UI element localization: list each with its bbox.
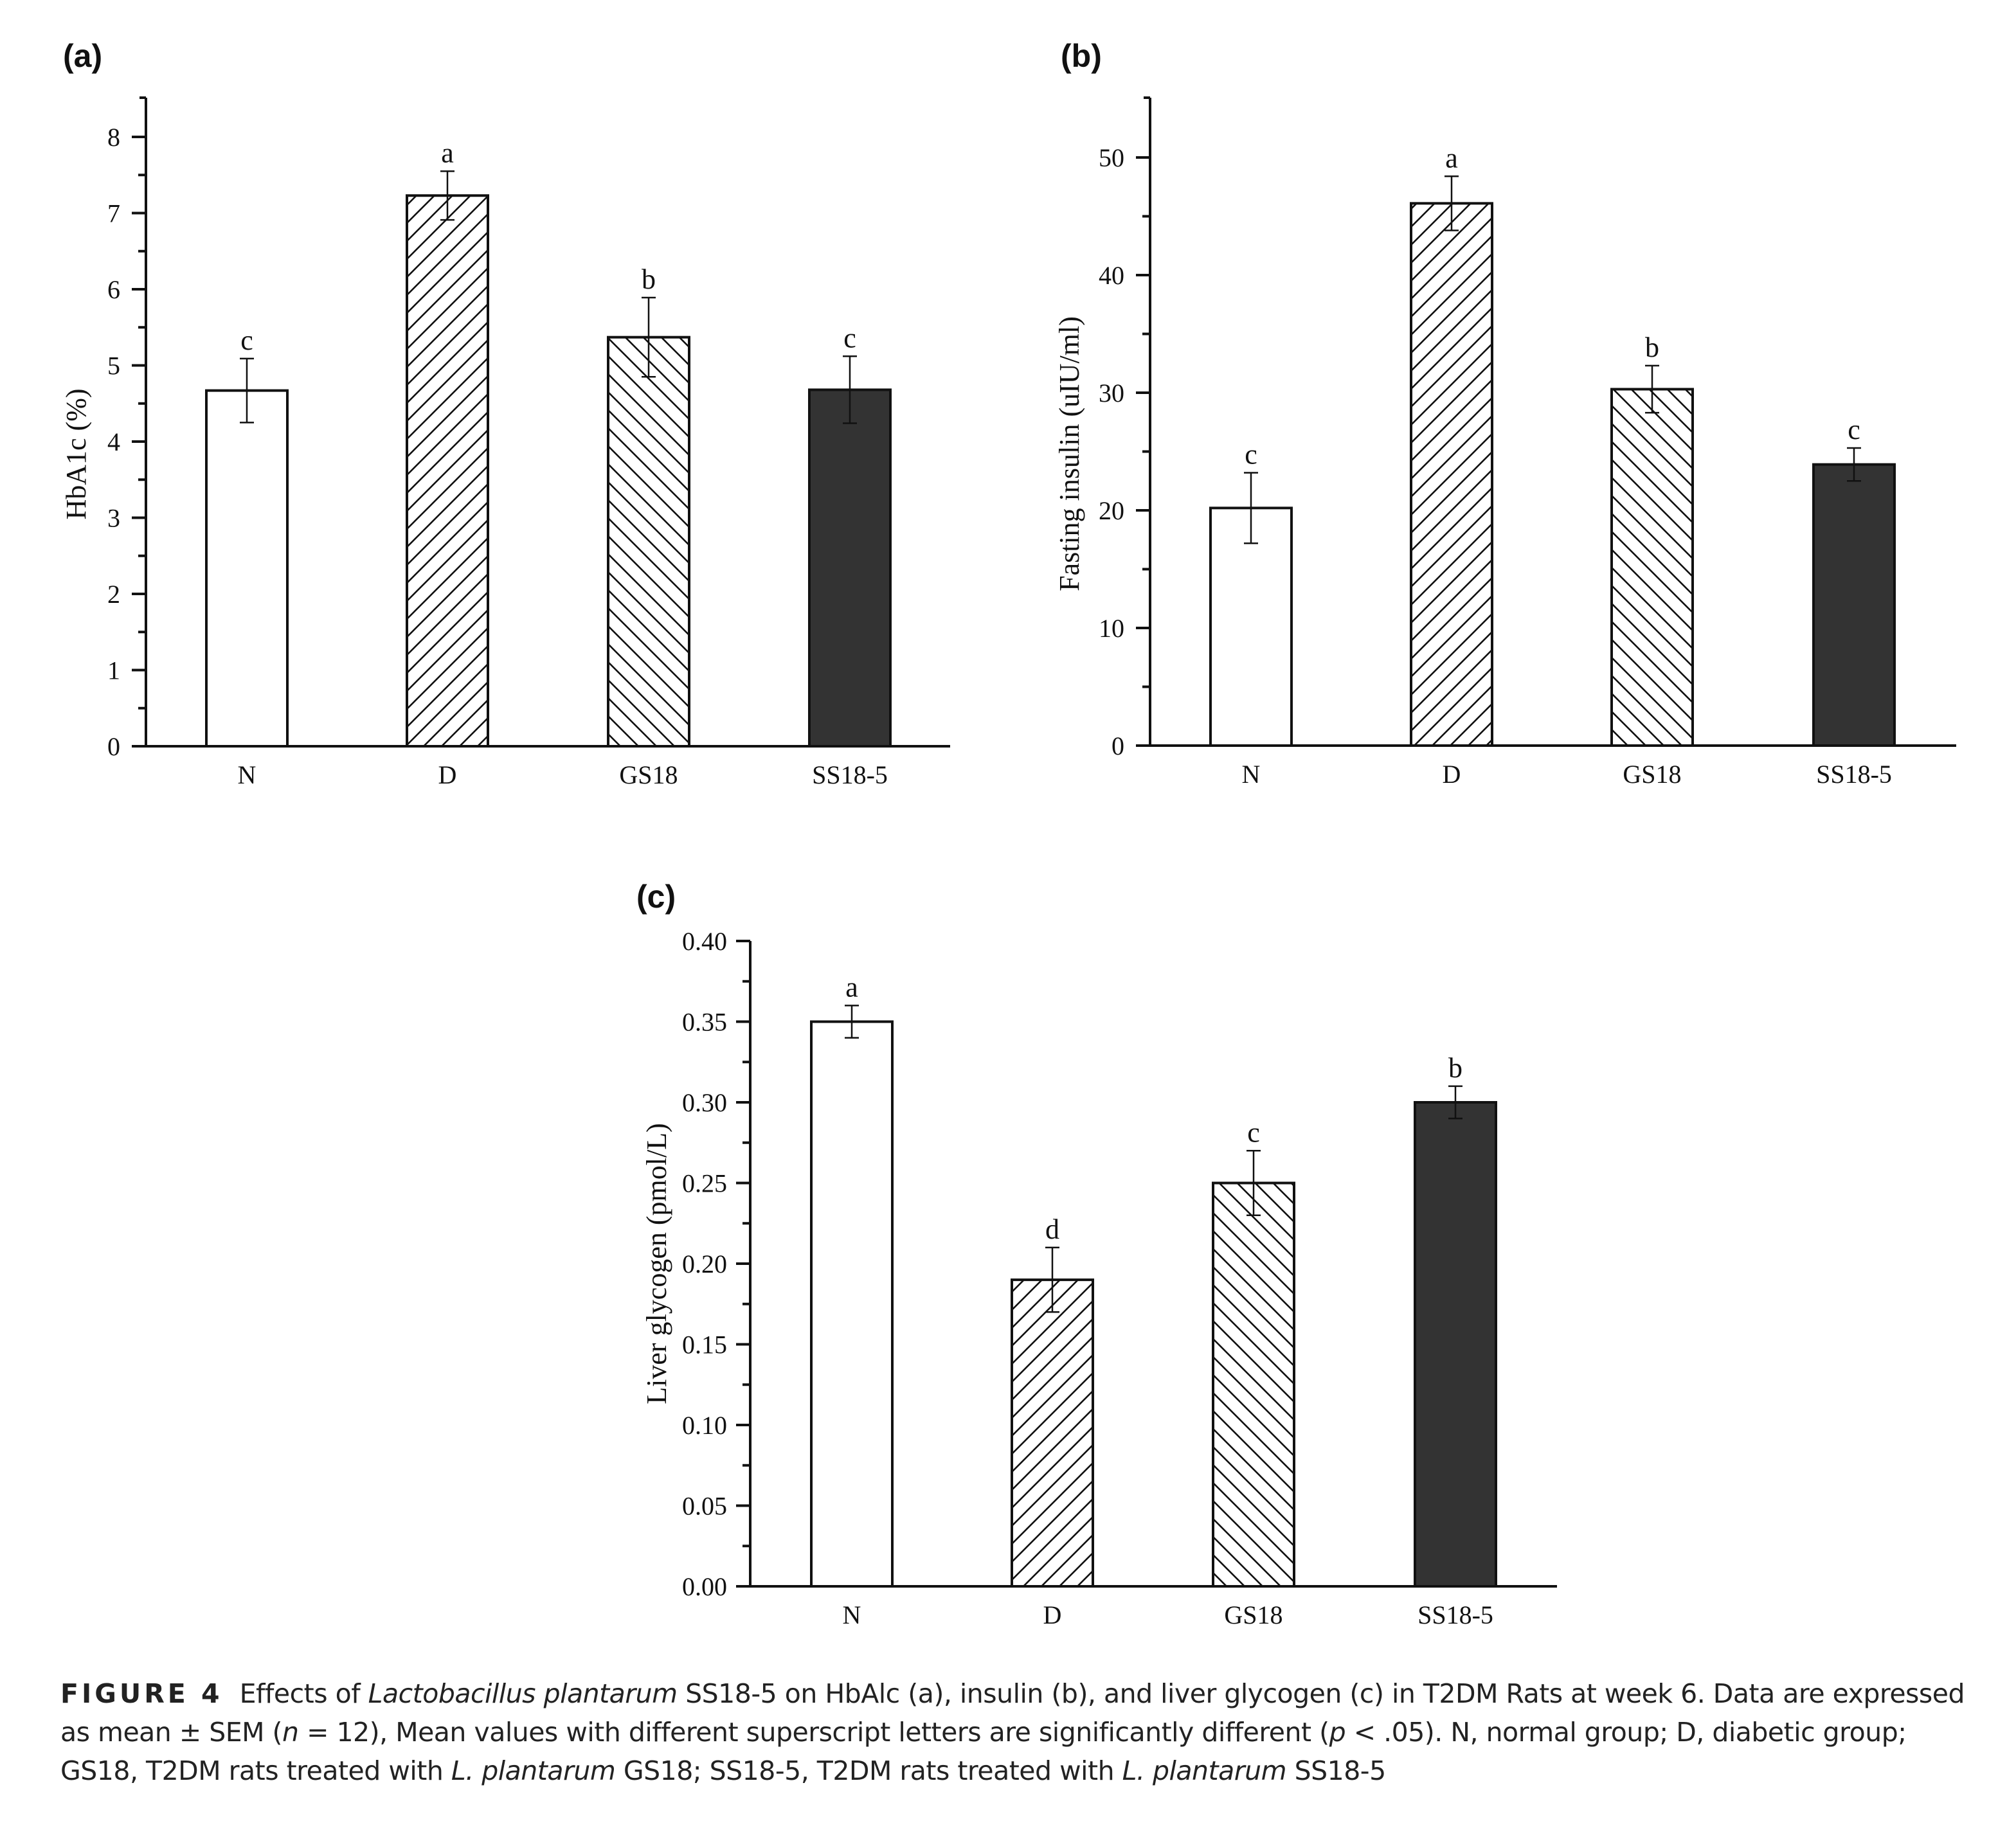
x-tick-label: GS18 (619, 760, 678, 789)
y-tick-label: 30 (1099, 379, 1124, 408)
y-tick-label: 0.10 (682, 1411, 727, 1440)
caption-part: n (282, 1717, 299, 1748)
y-tick-label: 0 (107, 732, 120, 761)
x-tick-label: N (843, 1600, 861, 1629)
caption-part: L. plantarum (451, 1755, 616, 1786)
y-axis-label: Liver glycogen (pmol/L) (641, 1123, 672, 1404)
y-tick-label: 0.35 (682, 1008, 727, 1037)
panel-label-a: (a) (63, 38, 103, 74)
bar-d (406, 194, 489, 748)
chart-panel-a: c Na Db GS18 c SS18-5 0 1 2 3 4 5 6 7 8 HbA1c (%) (60, 96, 950, 789)
panel-label-b: (b) (1061, 38, 1102, 74)
caption-part: = 12), Mean values with different supers… (298, 1717, 1329, 1748)
bar-ss18-5 (808, 388, 892, 748)
y-tick-label: 5 (107, 352, 120, 381)
significance-letter: c (843, 322, 856, 354)
significance-letter: c (1245, 438, 1257, 470)
y-tick-label: 8 (107, 123, 120, 152)
bar-d (1410, 202, 1493, 747)
y-tick-label: 0.30 (682, 1088, 727, 1117)
y-tick-label: 0.40 (682, 927, 727, 956)
significance-letter: c (1848, 414, 1860, 445)
figure-caption: FIGURE 4 Effects of Lactobacillus plantar… (60, 1674, 1976, 1790)
x-tick-label: SS18-5 (812, 760, 888, 789)
panel-label-c: (c) (636, 879, 676, 915)
x-tick-label: GS18 (1623, 760, 1681, 789)
bar-n (205, 389, 289, 748)
caption-part: Lactobacillus plantarum (368, 1678, 678, 1709)
x-tick-label: D (438, 760, 457, 789)
y-tick-label: 20 (1099, 496, 1124, 525)
y-tick-label: 4 (107, 427, 120, 456)
y-tick-label: 1 (107, 656, 120, 685)
y-tick-label: 0.15 (682, 1331, 727, 1359)
bar-ss18-5 (1812, 463, 1896, 747)
y-tick-label: 0.25 (682, 1169, 727, 1198)
y-axis-label: HbA1c (%) (60, 388, 92, 519)
y-tick-label: 2 (107, 580, 120, 609)
caption-part: GS18; SS18-5, T2DM rats treated with (615, 1755, 1122, 1786)
figure-tag: FIGURE 4 (60, 1678, 223, 1709)
significance-letter: a (1445, 142, 1458, 174)
caption-part: < .05). N, normal group; D, diabetic gro… (60, 1717, 1907, 1786)
x-tick-label: N (238, 760, 256, 789)
caption-part: SS18-5 on HbAlc (a), insulin (b), and li… (60, 1678, 1965, 1748)
caption-part: L. plantarum (1122, 1755, 1287, 1786)
bar-d (1011, 1278, 1094, 1588)
y-tick-label: 40 (1099, 261, 1124, 290)
significance-letter: a (441, 137, 454, 168)
caption-part: p (1329, 1717, 1346, 1748)
y-tick-label: 7 (107, 199, 120, 228)
y-tick-label: 0 (1112, 731, 1124, 760)
significance-letter: b (642, 264, 656, 295)
y-axis-label: Fasting insulin (uIU/ml) (1054, 316, 1085, 591)
y-tick-label: 3 (107, 504, 120, 533)
y-tick-label: 10 (1099, 614, 1124, 643)
bar-ss18-5 (1414, 1101, 1497, 1588)
significance-letter: c (240, 325, 253, 356)
y-tick-label: 0.05 (682, 1492, 727, 1521)
bar-gs18 (1610, 388, 1694, 747)
bar-gs18 (1212, 1181, 1295, 1588)
y-tick-label: 0.00 (682, 1572, 727, 1601)
chart-panel-c: a Nd Dc GS18 b SS18-5 0.00 0.05 0.10 0.15 0.20 0.25… (641, 927, 1557, 1629)
y-tick-label: 6 (107, 275, 120, 304)
caption-part: SS18-5 (1286, 1755, 1387, 1786)
x-tick-label: N (1242, 760, 1261, 789)
caption-body: Effects of Lactobacillus plantarum SS18-… (60, 1678, 1965, 1786)
significance-letter: d (1045, 1214, 1059, 1245)
figure-charts: c Na Db GS18 c SS18-5 0 1 2 3 4 5 6 7 8 HbA1c (%) c Na Db… (60, 96, 1956, 1629)
significance-letter: b (1448, 1052, 1462, 1084)
x-tick-label: GS18 (1224, 1600, 1282, 1629)
significance-letter: b (1645, 332, 1659, 363)
y-tick-label: 0.20 (682, 1250, 727, 1278)
bar-n (810, 1020, 894, 1588)
x-tick-label: SS18-5 (1418, 1600, 1493, 1629)
bar-n (1209, 506, 1293, 748)
chart-panel-b: c Na Db GS18 c SS18-5 0 10 20 30 40 50 Fasting insul… (1054, 96, 1956, 789)
significance-letter: a (845, 971, 858, 1003)
bar-gs18 (607, 336, 690, 748)
caption-part: Effects of (239, 1678, 368, 1709)
significance-letter: c (1247, 1116, 1260, 1148)
x-tick-label: SS18-5 (1816, 760, 1892, 789)
y-tick-label: 50 (1099, 143, 1124, 172)
x-tick-label: D (1043, 1600, 1062, 1629)
x-tick-label: D (1443, 760, 1461, 789)
